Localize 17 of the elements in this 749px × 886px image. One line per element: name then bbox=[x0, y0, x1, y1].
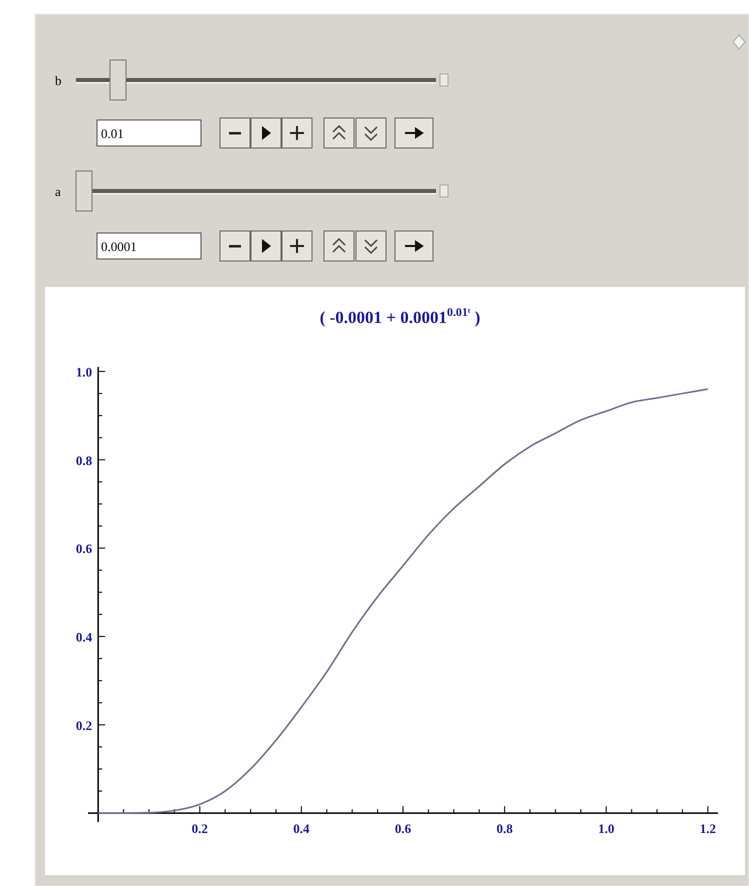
x-tick-label: 1.2 bbox=[700, 821, 716, 836]
x-tick-label: 0.8 bbox=[496, 821, 514, 836]
text: a bbox=[55, 184, 61, 199]
y-tick-label: 0.8 bbox=[76, 452, 93, 468]
x-tick-label: 1.0 bbox=[598, 821, 614, 836]
x-tick-label: 0.6 bbox=[394, 821, 412, 836]
y-tick-label: 1.0 bbox=[76, 364, 92, 380]
text: b bbox=[55, 73, 62, 88]
y-tick-label: 0.4 bbox=[76, 629, 93, 644]
x-tick-label: 0.4 bbox=[293, 821, 310, 836]
text-field: 0.0001 bbox=[96, 232, 202, 260]
y-tick-label: 0.2 bbox=[76, 718, 92, 733]
chart-title: ( -0.0001 + 0.0001$^{0.01ᵗ}$ ) bbox=[320, 305, 480, 327]
y-tick-label: 0.6 bbox=[76, 541, 93, 556]
text-field: 0.01 bbox=[96, 120, 202, 146]
line-series bbox=[97, 388, 709, 814]
x-tick-label: 0.2 bbox=[192, 821, 208, 836]
